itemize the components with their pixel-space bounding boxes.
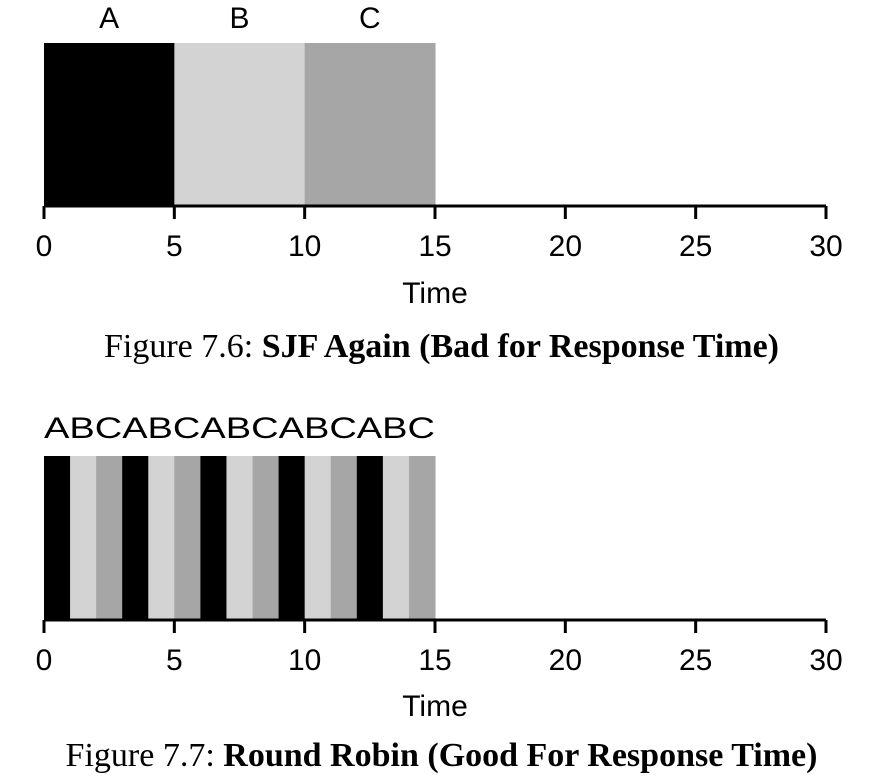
- x-tick-label: 15: [418, 644, 451, 677]
- x-tick-label: 20: [549, 230, 582, 263]
- chart-sjf: A B C 0 5 10 15 20 25 30 Time: [36, 2, 843, 310]
- x-tick-label: 10: [288, 644, 321, 677]
- job-sequence-label: ABCABCABCABCABC: [44, 412, 435, 445]
- caption-prefix: Figure 7.6:: [103, 328, 254, 365]
- x-axis-label: Time: [402, 690, 468, 723]
- x-tick-label: 30: [809, 644, 842, 677]
- segment-b-1: [70, 456, 97, 620]
- job-label-b: B: [229, 2, 249, 35]
- caption-prefix: Figure 7.7:: [65, 737, 215, 774]
- segment-b-7: [226, 456, 254, 620]
- x-tick-label: 30: [809, 230, 842, 263]
- x-tick-label: 10: [288, 230, 321, 263]
- caption-title: Round Robin (Good For Response Time): [223, 737, 818, 774]
- figure-caption-sjf: Figure 7.6: SJF Again (Bad for Response …: [0, 330, 883, 364]
- segment-a-9: [278, 456, 306, 620]
- segment-c-14: [408, 456, 436, 620]
- segment-c-2: [96, 456, 123, 620]
- segment-c-11: [330, 456, 358, 620]
- x-tick-label: 0: [36, 644, 53, 677]
- x-tick-label: 25: [679, 230, 712, 263]
- caption-title: SJF Again (Bad for Response Time): [261, 328, 780, 365]
- segment-c-5: [174, 456, 201, 620]
- segment-a-6: [200, 456, 227, 620]
- segment-a-12: [356, 456, 384, 620]
- x-axis-label: Time: [402, 277, 468, 310]
- figure-caption-round-robin: Figure 7.7: Round Robin (Good For Respon…: [0, 739, 883, 773]
- x-tick-label: 15: [418, 230, 451, 263]
- segment-b-1: [174, 43, 306, 206]
- segment-a-0: [44, 456, 71, 620]
- segment-a-0: [44, 43, 175, 206]
- chart-round-robin: ABCABCABCABCABC 0 5 10 15 20 25 30 Time: [36, 412, 843, 723]
- segment-c-2: [304, 43, 436, 206]
- segment-b-13: [382, 456, 410, 620]
- x-tick-label: 5: [166, 230, 183, 263]
- x-tick-label: 20: [549, 644, 582, 677]
- segment-b-10: [304, 456, 332, 620]
- segment-b-4: [148, 456, 175, 620]
- x-tick-label: 25: [679, 644, 712, 677]
- x-tick-label: 0: [36, 230, 53, 263]
- x-tick-label: 5: [166, 644, 183, 677]
- job-label-a: A: [99, 2, 119, 35]
- job-label-c: C: [359, 2, 381, 35]
- segment-c-8: [252, 456, 280, 620]
- segment-a-3: [122, 456, 149, 620]
